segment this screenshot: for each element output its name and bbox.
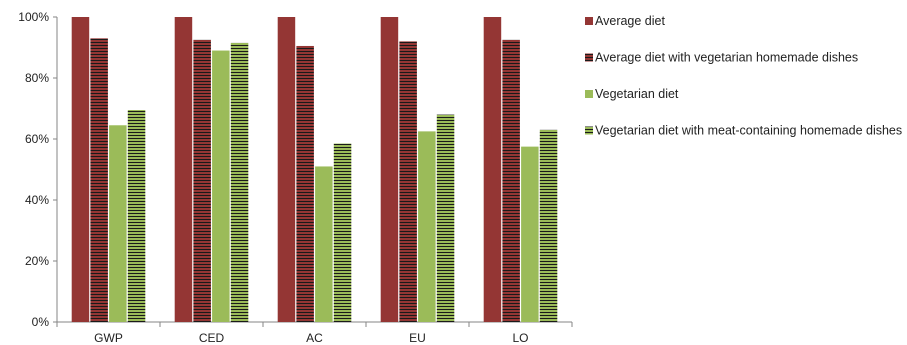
- bar-lo-series-2: [502, 39, 520, 322]
- legend-swatch: [585, 53, 593, 62]
- legend-swatch: [585, 126, 593, 135]
- bar-ced-series-1: [174, 17, 193, 322]
- y-tick-label: 100%: [18, 10, 49, 24]
- bar-lo-series-4: [539, 129, 558, 322]
- legend: Average diet Average diet with vegetarian…: [585, 14, 902, 138]
- bars: [71, 17, 558, 323]
- bar-ac-series-3: [315, 166, 333, 322]
- legend-label: Vegetarian diet with meat-containing hom…: [595, 124, 902, 138]
- bar-eu-series-4: [436, 114, 455, 322]
- y-tick-label: 80%: [25, 71, 49, 85]
- legend-swatch: [585, 90, 593, 98]
- bar-eu-series-2: [399, 41, 417, 323]
- bar-eu-series-3: [418, 131, 436, 322]
- bar-ac-series-2: [296, 45, 314, 322]
- bar-lo-series-1: [483, 17, 502, 322]
- y-tick-label: 20%: [25, 254, 49, 268]
- legend-swatch: [585, 17, 593, 25]
- x-tick-label: CED: [199, 331, 225, 345]
- bar-ac-series-4: [333, 143, 352, 322]
- bar-ac-series-1: [277, 17, 296, 322]
- bar-ced-series-4: [230, 42, 249, 323]
- x-tick-label: EU: [409, 331, 426, 345]
- bar-gwp-series-1: [71, 17, 90, 322]
- legend-label: Average diet with vegetarian homemade di…: [595, 51, 858, 65]
- bar-ced-series-2: [193, 39, 211, 322]
- legend-label: Vegetarian diet: [595, 87, 679, 101]
- bar-ced-series-3: [212, 50, 230, 323]
- bar-lo-series-3: [521, 146, 539, 322]
- y-tick-label: 0%: [32, 315, 50, 329]
- y-tick-label: 60%: [25, 132, 49, 146]
- bar-gwp-series-4: [127, 110, 146, 323]
- bar-gwp-series-3: [109, 125, 127, 323]
- x-tick-label: AC: [306, 331, 323, 345]
- y-tick-label: 40%: [25, 193, 49, 207]
- bar-gwp-series-2: [90, 38, 108, 322]
- x-tick-label: LO: [512, 331, 528, 345]
- y-axis-ticks: 0% 20% 40% 60% 80% 100%: [18, 10, 57, 329]
- x-tick-label: GWP: [94, 331, 123, 345]
- x-axis-ticks: GWP CED AC EU LO: [56, 322, 573, 345]
- bar-eu-series-1: [380, 17, 399, 322]
- legend-label: Average diet: [595, 14, 665, 28]
